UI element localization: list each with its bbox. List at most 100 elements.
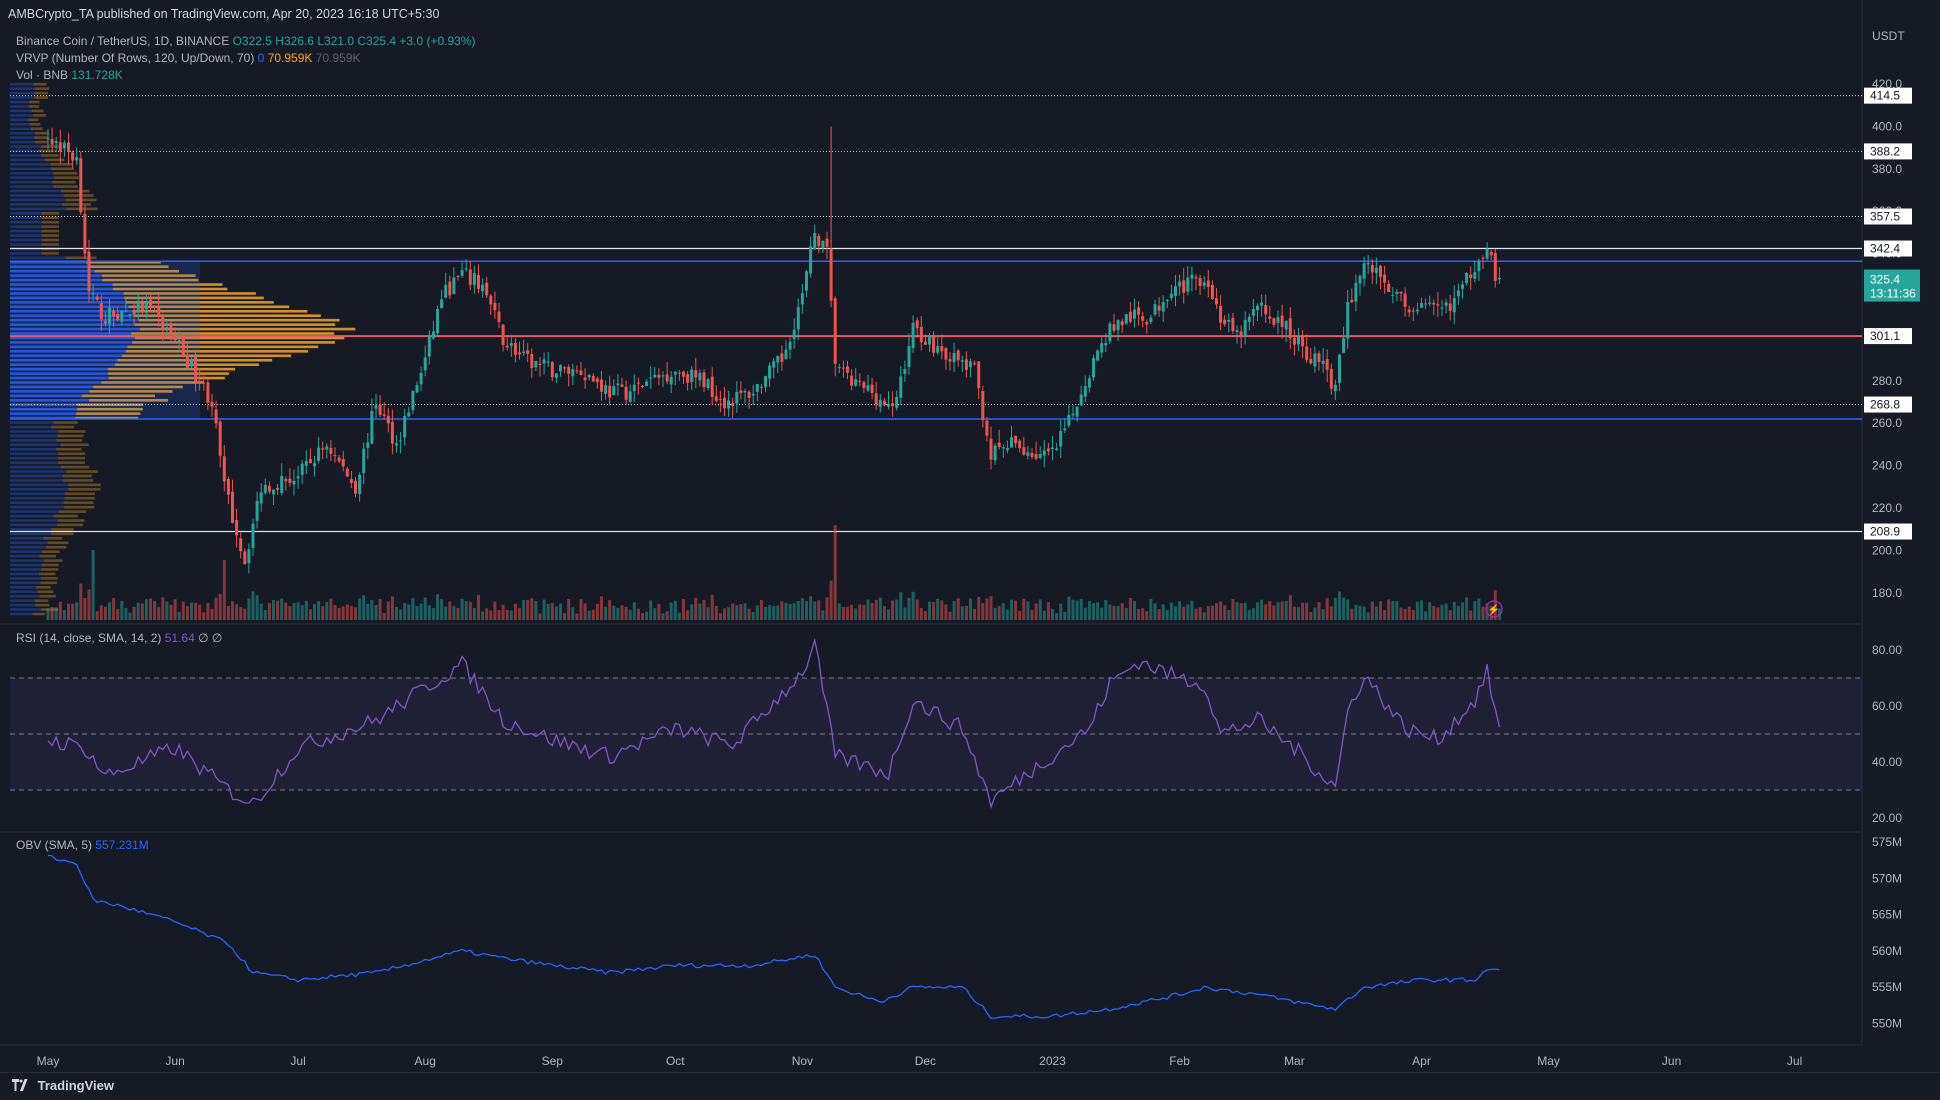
volume-profile-down-bar bbox=[46, 545, 67, 549]
volume-bar bbox=[136, 602, 140, 620]
level-label-box bbox=[1864, 396, 1912, 413]
volume-profile-up-bar bbox=[10, 599, 35, 602]
candle-body bbox=[579, 370, 583, 375]
volume-profile-down-bar bbox=[64, 505, 95, 509]
volume-bar bbox=[546, 603, 550, 620]
candle-body bbox=[1223, 319, 1227, 325]
volume-bar bbox=[583, 603, 587, 620]
volume-bar bbox=[440, 599, 444, 620]
volume-profile-down-bar bbox=[112, 287, 228, 291]
volume-bar bbox=[1329, 606, 1333, 620]
volume-bar bbox=[1030, 609, 1034, 620]
volume-bar bbox=[1407, 606, 1411, 620]
volume-bar bbox=[284, 602, 288, 620]
candle-body bbox=[1325, 359, 1329, 370]
candle-body bbox=[837, 366, 841, 368]
volume-bar bbox=[99, 605, 103, 620]
candle-body bbox=[165, 327, 169, 329]
volume-bar bbox=[157, 607, 161, 620]
volume-bar bbox=[1428, 602, 1432, 620]
volume-bar bbox=[452, 606, 456, 620]
candle-body bbox=[505, 345, 509, 348]
candle-body bbox=[948, 359, 952, 362]
volume-bar bbox=[161, 597, 165, 620]
volume-bar bbox=[932, 602, 936, 620]
volume-profile-down-bar bbox=[62, 203, 92, 206]
obv-legend[interactable]: OBV (SMA, 5) 557.231M bbox=[16, 838, 149, 852]
candle-body bbox=[62, 142, 66, 149]
volume-bar bbox=[850, 604, 854, 620]
candle-body bbox=[1403, 293, 1407, 307]
volume-bar bbox=[919, 607, 923, 620]
volume-profile-down-bar bbox=[54, 176, 79, 180]
volume-profile-down-bar bbox=[41, 225, 59, 228]
candle-body bbox=[1420, 303, 1423, 308]
candle-body bbox=[874, 393, 878, 405]
volume-bar bbox=[366, 603, 370, 620]
volume-bar bbox=[206, 602, 210, 620]
chart-canvas[interactable]: ⚡USDT420.0400.0380.0360.0340.0320.0300.0… bbox=[0, 0, 1940, 1072]
volume-bar bbox=[1010, 599, 1013, 620]
volume-profile-up-bar bbox=[10, 430, 59, 433]
candle-body bbox=[1182, 280, 1186, 293]
candle-body bbox=[854, 379, 858, 386]
candle-body bbox=[157, 306, 161, 317]
volume-profile-up-bar bbox=[10, 559, 44, 562]
volume-profile-up-bar bbox=[10, 301, 126, 304]
candle-body bbox=[821, 240, 825, 249]
vol-legend[interactable]: Vol · BNB 131.728K bbox=[16, 68, 123, 82]
candle-body bbox=[1313, 353, 1317, 367]
volume-profile-down-bar bbox=[58, 430, 86, 433]
vrvp-name: VRVP (Number Of Rows, 120, Up/Down, 70) bbox=[16, 51, 255, 65]
candle-body bbox=[1256, 305, 1259, 311]
volume-bar bbox=[358, 598, 362, 620]
volume-bar bbox=[464, 601, 468, 620]
vrvp-value-3: 70.959K bbox=[315, 51, 361, 65]
volume-bar bbox=[1174, 606, 1177, 620]
volume-bar bbox=[915, 599, 919, 620]
candle-body bbox=[54, 140, 58, 144]
rsi-band bbox=[10, 678, 1862, 790]
volume-bar bbox=[128, 612, 132, 620]
volume-bar bbox=[829, 580, 833, 620]
ohlc-open: O322.5 bbox=[232, 34, 272, 48]
vrvp-value-2: 70.959K bbox=[267, 51, 313, 65]
rsi-value-2: ∅ bbox=[198, 631, 209, 645]
volume-bar bbox=[809, 596, 813, 620]
footer-bar: TradingView bbox=[0, 1072, 1940, 1100]
tradingview-logo[interactable]: TradingView bbox=[12, 1078, 114, 1093]
vol-name: Vol · BNB bbox=[16, 68, 69, 82]
volume-bar bbox=[862, 604, 866, 620]
candle-body bbox=[362, 448, 366, 474]
candle-body bbox=[431, 331, 435, 339]
rsi-legend[interactable]: RSI (14, close, SMA, 14, 2) 51.64 ∅ ∅ bbox=[16, 631, 222, 645]
candle-body bbox=[1083, 385, 1087, 397]
volume-profile-up-bar bbox=[10, 225, 42, 228]
volume-bar bbox=[542, 599, 546, 620]
obv-axis-tick: 555M bbox=[1872, 980, 1902, 994]
vrvp-legend[interactable]: VRVP (Number Of Rows, 120, Up/Down, 70) … bbox=[16, 51, 360, 65]
candle-body bbox=[477, 274, 480, 289]
candle-body bbox=[932, 334, 936, 353]
volume-bar bbox=[1333, 597, 1337, 620]
volume-profile-up-bar bbox=[10, 563, 42, 567]
volume-bar bbox=[308, 609, 312, 620]
candle-body bbox=[321, 448, 325, 450]
volume-bar bbox=[288, 606, 292, 620]
candle-body bbox=[764, 376, 767, 387]
volume-bar bbox=[1087, 600, 1091, 620]
candle-body bbox=[641, 386, 644, 388]
volume-profile-up-bar bbox=[10, 238, 42, 242]
volume-bar bbox=[682, 599, 685, 620]
vrvp-value-1: 0 bbox=[257, 51, 265, 65]
candle-body bbox=[460, 270, 464, 276]
volume-bar bbox=[1432, 606, 1436, 620]
volume-profile-up-bar bbox=[10, 194, 64, 197]
candle-body bbox=[390, 422, 394, 444]
symbol-legend[interactable]: Binance Coin / TetherUS, 1D, BINANCE O32… bbox=[16, 34, 475, 48]
level-label-box bbox=[1864, 328, 1912, 345]
volume-profile-down-bar bbox=[35, 87, 50, 90]
volume-profile-up-bar bbox=[10, 510, 59, 513]
volume-profile-down-bar bbox=[134, 323, 336, 326]
candle-body bbox=[177, 340, 181, 342]
